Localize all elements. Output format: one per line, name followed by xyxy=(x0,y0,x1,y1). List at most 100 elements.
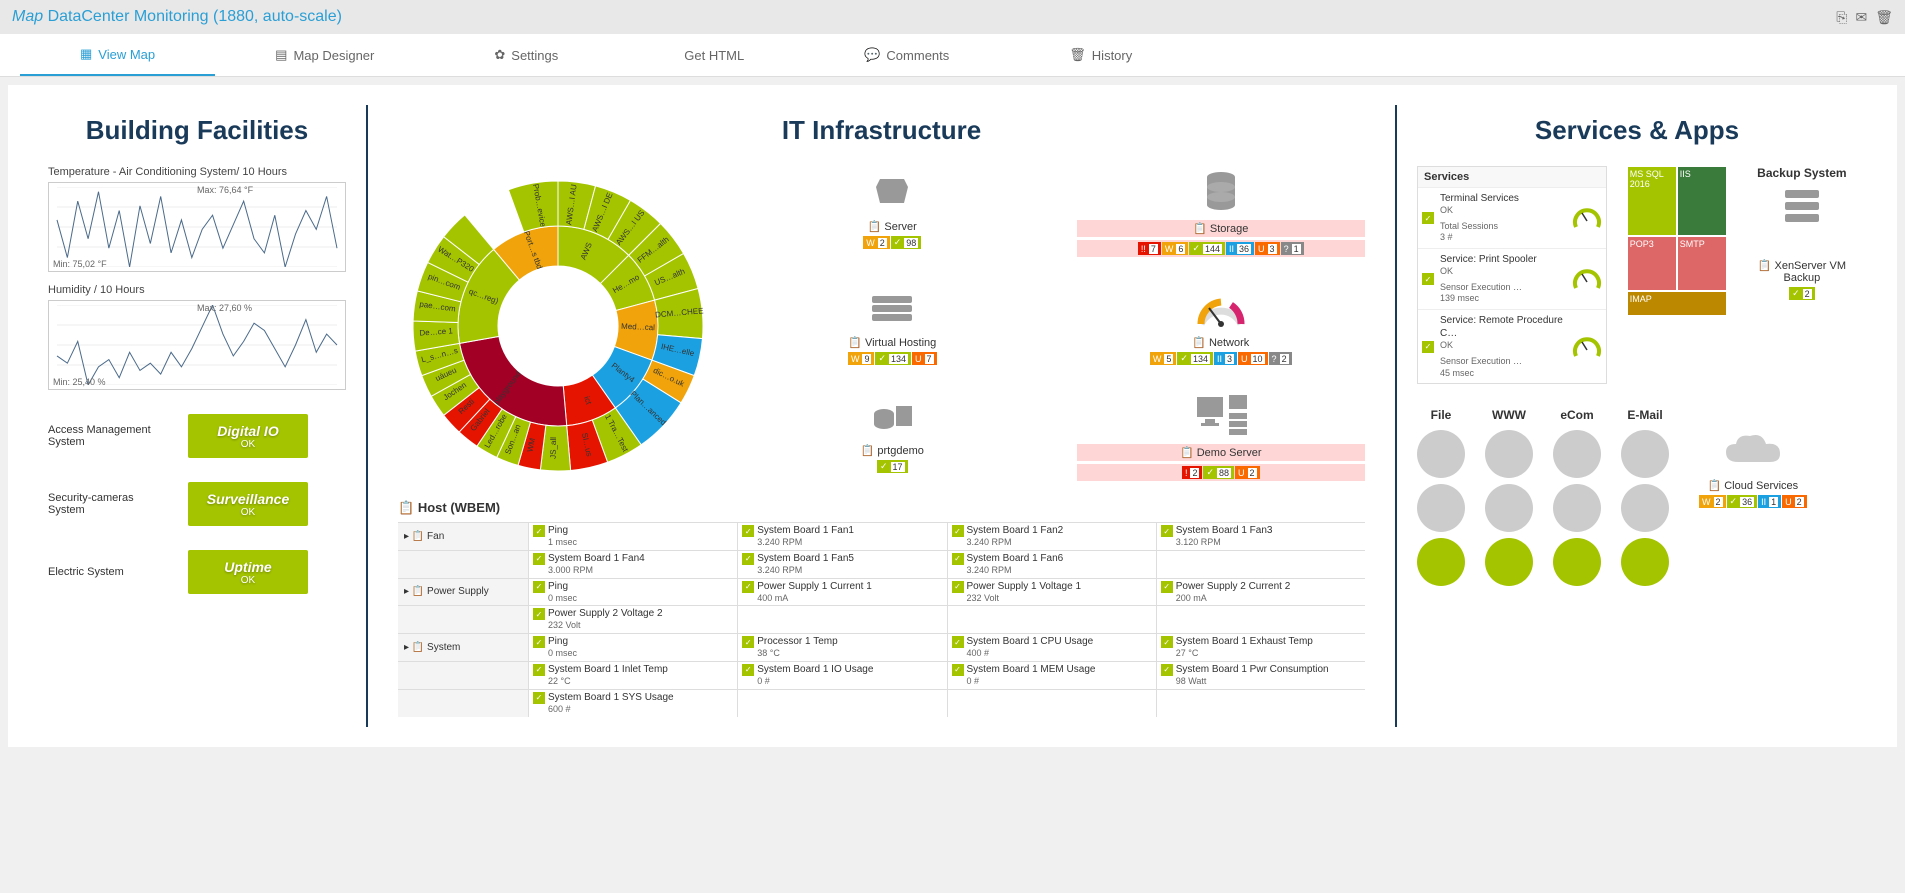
tab-icon: 💬 xyxy=(864,47,880,63)
device-storage[interactable]: 📋 Storage!!7W6✓144II36U3?1 xyxy=(1077,166,1366,262)
tab-view-map[interactable]: ▦View Map xyxy=(20,34,215,76)
check-icon: ✓ xyxy=(533,608,545,620)
sensor-cell[interactable]: ✓System Board 1 Fan63.240 RPM xyxy=(947,551,1156,578)
check-icon: ✓ xyxy=(1161,525,1173,537)
check-icon: ✓ xyxy=(533,525,545,537)
device-virtual-hosting[interactable]: 📋 Virtual HostingW9✓134U7 xyxy=(748,282,1037,370)
sensor-cell[interactable]: ✓Power Supply 2 Current 2200 mA xyxy=(1156,579,1365,606)
sensor-cell[interactable]: ✓System Board 1 SYS Usage600 # xyxy=(528,690,737,717)
treemap[interactable]: MS SQL 2016IISPOP3SMTPIMAP xyxy=(1627,166,1727,388)
check-icon: ✓ xyxy=(533,664,545,676)
gauge-icon xyxy=(1572,203,1602,233)
sensor-cell[interactable]: ✓System Board 1 Fan53.240 RPM xyxy=(737,551,946,578)
service-item[interactable]: ✓Terminal ServicesOKTotal Sessions3 # xyxy=(1418,187,1606,248)
check-icon: ✓ xyxy=(1422,212,1434,224)
traffic-e-mail[interactable]: E-Mail xyxy=(1621,408,1669,592)
col2-title: IT Infrastructure xyxy=(398,115,1365,146)
content: Building Facilities Temperature - Air Co… xyxy=(8,85,1897,747)
traffic-label: File xyxy=(1417,408,1465,422)
col3-title: Services & Apps xyxy=(1417,115,1857,146)
sensor-cell[interactable]: ✓System Board 1 Pwr Consumption98 Watt xyxy=(1156,662,1365,689)
temp-label: Temperature - Air Conditioning System/ 1… xyxy=(48,166,346,178)
check-icon: ✓ xyxy=(1422,273,1434,285)
sensor-cell[interactable]: ✓System Board 1 Fan33.120 RPM xyxy=(1156,523,1365,550)
device-prtgdemo[interactable]: 📋 prtgdemo✓17 xyxy=(748,390,1037,486)
service-item[interactable]: ✓Service: Remote Procedure C…OKSensor Ex… xyxy=(1418,309,1606,383)
sensor-cell[interactable]: ✓System Board 1 Fan43.000 RPM xyxy=(528,551,737,578)
device-server[interactable]: 📋 Server W2✓98 xyxy=(748,166,1037,262)
sensor-cell[interactable]: ✓System Board 1 MEM Usage0 # xyxy=(947,662,1156,689)
device-name: 📋 Server xyxy=(748,220,1037,233)
status-button-digital-io[interactable]: Digital IOOK xyxy=(188,414,308,458)
status-button-uptime[interactable]: UptimeOK xyxy=(188,550,308,594)
building-facilities: Building Facilities Temperature - Air Co… xyxy=(28,105,368,727)
status-badge: II36 xyxy=(1226,242,1254,255)
check-icon: ✓ xyxy=(952,664,964,676)
tab-settings[interactable]: ✿Settings xyxy=(434,34,618,76)
tab-map-designer[interactable]: ▤Map Designer xyxy=(215,34,434,76)
device-name: 📋 prtgdemo xyxy=(748,444,1037,457)
status-badge: W2 xyxy=(1699,495,1726,508)
check-icon: ✓ xyxy=(533,553,545,565)
traffic-label: eCom xyxy=(1553,408,1601,422)
sensor-cell[interactable]: ✓Power Supply 1 Current 1400 mA xyxy=(737,579,946,606)
status-badge: II1 xyxy=(1758,495,1781,508)
sensor-cell[interactable]: ✓Ping1 msec xyxy=(528,523,737,550)
tab-comments[interactable]: 💬Comments xyxy=(804,34,1009,76)
mail-icon[interactable]: ✉ xyxy=(1855,9,1867,26)
device-icon xyxy=(1077,282,1366,332)
sensor-cell[interactable]: ✓System Board 1 Fan13.240 RPM xyxy=(737,523,946,550)
check-icon: ✓ xyxy=(742,636,754,648)
status-badge: ✓134 xyxy=(875,352,911,365)
status-badge: ✓144 xyxy=(1189,242,1225,255)
row-header xyxy=(398,551,528,578)
status-badge: ✓88 xyxy=(1203,466,1234,479)
sensor-cell[interactable]: ✓System Board 1 Fan23.240 RPM xyxy=(947,523,1156,550)
map-title: Map DataCenter Monitoring (1880, auto-sc… xyxy=(12,8,342,26)
host-table: 📋 Host (WBEM) ▸ 📋 Fan✓Ping1 msec✓System … xyxy=(398,500,1365,717)
device-demo-server[interactable]: 📋 Demo Server!2✓88U2 xyxy=(1077,390,1366,486)
traffic-file[interactable]: File xyxy=(1417,408,1465,592)
traffic-www[interactable]: WWW xyxy=(1485,408,1533,592)
sensor-cell[interactable]: ✓System Board 1 CPU Usage400 # xyxy=(947,634,1156,661)
sensor-cell[interactable]: ✓Power Supply 2 Voltage 2232 Volt xyxy=(528,606,737,633)
status-badge: ?2 xyxy=(1269,352,1292,365)
status-row: Electric SystemUptimeOK xyxy=(48,550,346,594)
service-item[interactable]: ✓Service: Print SpoolerOKSensor Executio… xyxy=(1418,248,1606,309)
sensor-cell[interactable]: ✓Processor 1 Temp38 °C xyxy=(737,634,946,661)
sensor-cell[interactable]: ✓Power Supply 1 Voltage 1232 Volt xyxy=(947,579,1156,606)
topbar: Map DataCenter Monitoring (1880, auto-sc… xyxy=(0,0,1905,34)
status-badge: W2 xyxy=(863,236,890,249)
traffic-light xyxy=(1621,430,1669,478)
export-icon[interactable]: ⎘ xyxy=(1836,9,1847,26)
status-badge: U10 xyxy=(1238,352,1268,365)
tab-icon: ▤ xyxy=(275,47,287,63)
traffic-light xyxy=(1553,430,1601,478)
sensor-cell[interactable]: ✓System Board 1 IO Usage0 # xyxy=(737,662,946,689)
status-badge: U2 xyxy=(1782,495,1807,508)
table-row: ✓System Board 1 Inlet Temp22 °C✓System B… xyxy=(398,661,1365,689)
tab-history[interactable]: 🗑History xyxy=(1009,34,1192,76)
check-icon: ✓ xyxy=(742,553,754,565)
storage-icon xyxy=(1777,186,1827,226)
status-badge: ✓98 xyxy=(891,236,922,249)
status-label: Access Management System xyxy=(48,424,168,448)
status-button-surveillance[interactable]: SurveillanceOK xyxy=(188,482,308,526)
device-icon xyxy=(1077,390,1366,440)
humid-chart[interactable]: Max: 27,60 %Min: 25,40 % xyxy=(48,300,346,390)
status-badge: ✓2 xyxy=(1789,287,1815,300)
row-header: ▸ 📋 Fan xyxy=(398,523,528,550)
sunburst-chart[interactable]: AWSHe…moMed…calPlanty4ictplaygroundqc…re… xyxy=(398,166,718,486)
row-header xyxy=(398,690,528,717)
traffic-ecom[interactable]: eCom xyxy=(1553,408,1601,592)
device-icon xyxy=(748,390,1037,440)
tab-get-html[interactable]: Get HTML xyxy=(618,34,804,76)
temp-chart[interactable]: Max: 76,64 °FMin: 75,02 °F xyxy=(48,182,346,272)
row-header: ▸ 📋 System xyxy=(398,634,528,661)
delete-icon[interactable]: 🗑 xyxy=(1875,9,1893,26)
sensor-cell[interactable]: ✓Ping0 msec xyxy=(528,579,737,606)
sensor-cell[interactable]: ✓System Board 1 Exhaust Temp27 °C xyxy=(1156,634,1365,661)
device-network[interactable]: 📋 NetworkW5✓134II3U10?2 xyxy=(1077,282,1366,370)
sensor-cell[interactable]: ✓System Board 1 Inlet Temp22 °C xyxy=(528,662,737,689)
sensor-cell[interactable]: ✓Ping0 msec xyxy=(528,634,737,661)
